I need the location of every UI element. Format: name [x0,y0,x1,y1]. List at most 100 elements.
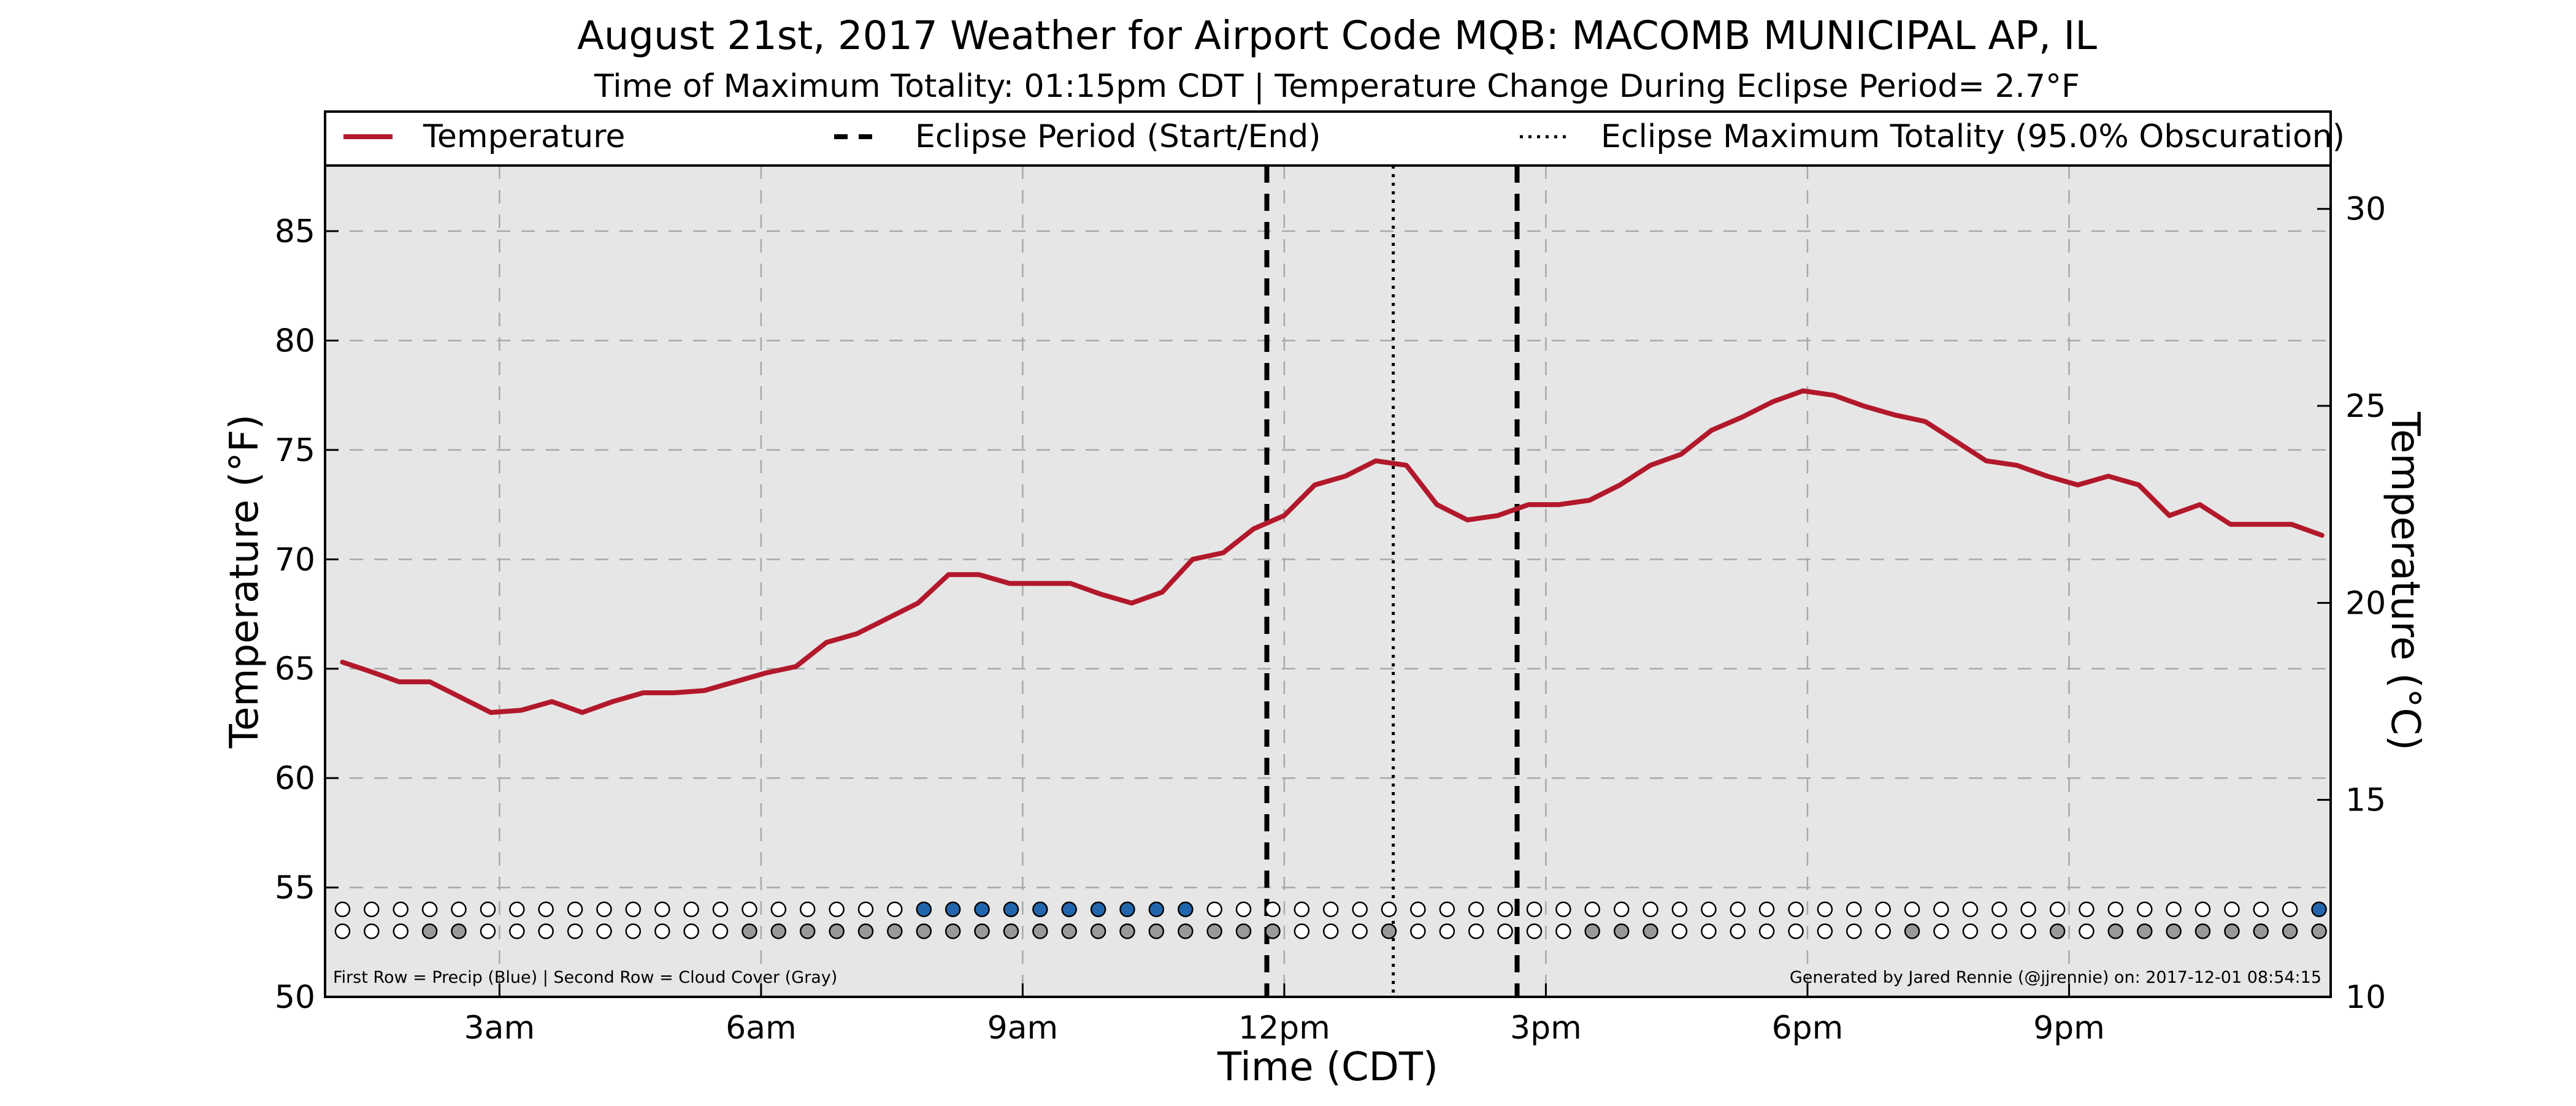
data-point-temperature [458,695,462,699]
grid-lines [325,166,2331,997]
data-point-temperature [702,688,706,692]
data-point-temperature [1130,601,1133,605]
cloud-cover-marker [1322,923,1339,939]
precip-marker [799,901,816,918]
data-point-temperature [1252,527,1255,530]
data-point-temperature [367,669,370,673]
data-point-temperature [916,601,920,605]
data-point-temperature [611,700,615,703]
cloud-cover-marker [1265,923,1281,939]
precip-marker [451,901,467,918]
cloud-cover-marker [742,923,757,939]
cloud-cover-marker [2166,923,2182,939]
tick-label-y-right: 10 [2345,979,2386,1016]
precip-marker [2166,901,2182,918]
cloud-cover-marker [887,923,903,939]
data-point-temperature [1801,389,1805,393]
precip-marker [480,901,496,918]
precip-marker [2107,901,2124,918]
x-axis-label: Time (CDT) [1217,1045,1438,1090]
data-point-temperature [1099,592,1103,596]
precip-marker [2282,901,2298,918]
precip-marker [2253,901,2269,918]
tick-label-y-left: 85 [275,213,315,250]
tick-label-x: 9pm [2033,1010,2105,1047]
data-point-temperature [428,680,432,684]
data-point-temperature [550,700,554,703]
data-point-temperature [1038,582,1042,585]
tick-label-y-right: 30 [2345,191,2386,228]
cloud-cover-marker [509,923,525,939]
data-point-temperature [1527,503,1530,506]
cloud-cover-marker [480,923,496,939]
cloud-cover-marker [2020,923,2036,939]
cloud-cover-marker [567,923,583,939]
precip-marker [1643,901,1658,918]
precip-marker [1584,901,1600,918]
precip-marker [1991,901,2007,918]
precip-marker [1875,901,1891,918]
cloud-cover-marker [2049,923,2066,939]
tick-label-x: 3am [464,1010,535,1047]
data-point-temperature [2076,483,2080,487]
cloud-cover-marker [364,923,380,939]
precip-marker [1962,901,1979,918]
precip-marker [1730,901,1746,918]
precip-marker [1555,901,1571,918]
data-point-temperature [1740,415,1744,419]
axes: 50 55 60 65 70 75 80 85 3am 6am 9am 12pm 3pm 6pm 9pm 10… [275,191,2386,1047]
cloud-cover-marker [1206,923,1222,939]
precip-marker [1701,901,1717,918]
data-point-temperature [1649,463,1652,467]
tick-label-x: 6am [726,1010,797,1047]
data-point-temperature [2198,503,2202,506]
cloud-cover-marker [1613,923,1630,939]
cloud-cover-marker [393,923,409,939]
data-point-temperature [1405,463,1408,467]
data-point-temperature [2290,522,2293,526]
cloud-cover-marker [799,923,816,939]
precip-marker [1671,901,1688,918]
data-point-temperature [1710,429,1714,432]
data-point-temperature [1374,459,1378,463]
data-point-temperature [642,691,645,695]
cloud-cover-marker [770,923,787,939]
data-point-temperature [1191,557,1195,561]
data-point-temperature [886,617,889,620]
cloud-cover-marker [1352,923,1368,939]
cloud-cover-marker [1817,923,1833,939]
precip-marker [625,901,642,918]
precip-marker [509,901,525,918]
precip-marker [421,901,438,918]
precip-marker [770,901,787,918]
cloud-cover-marker [596,923,612,939]
cloud-cover-marker [2195,923,2211,939]
precip-marker [1497,901,1513,918]
cloud-cover-marker [945,923,961,939]
cloud-cover-marker [829,923,845,939]
cloud-cover-marker [1032,923,1048,939]
cloud-cover-marker [1439,923,1455,939]
cloud-cover-marker [857,923,874,939]
data-point-temperature [397,680,401,684]
precip-marker [1032,901,1048,918]
cloud-cover-marker [538,923,554,939]
cloud-cover-marker [916,923,932,939]
cloud-cover-marker [974,923,990,939]
cloud-cover-marker [334,923,351,939]
precip-marker [1090,901,1106,918]
cloud-cover-marker [451,923,467,939]
cloud-cover-marker [1701,923,1717,939]
precip-marker [2224,901,2240,918]
cloud-cover-marker [1846,923,1862,939]
data-point-temperature [2229,522,2233,526]
cloud-cover-marker [712,923,729,939]
cloud-cover-marker [421,923,438,939]
data-point-temperature [2259,522,2263,526]
precip-marker [1381,901,1397,918]
precip-marker [1613,901,1630,918]
footnote-right: Generated by Jared Rennie (@jjrennie) on… [1790,968,2321,987]
tick-label-x: 6pm [1772,1010,1844,1047]
